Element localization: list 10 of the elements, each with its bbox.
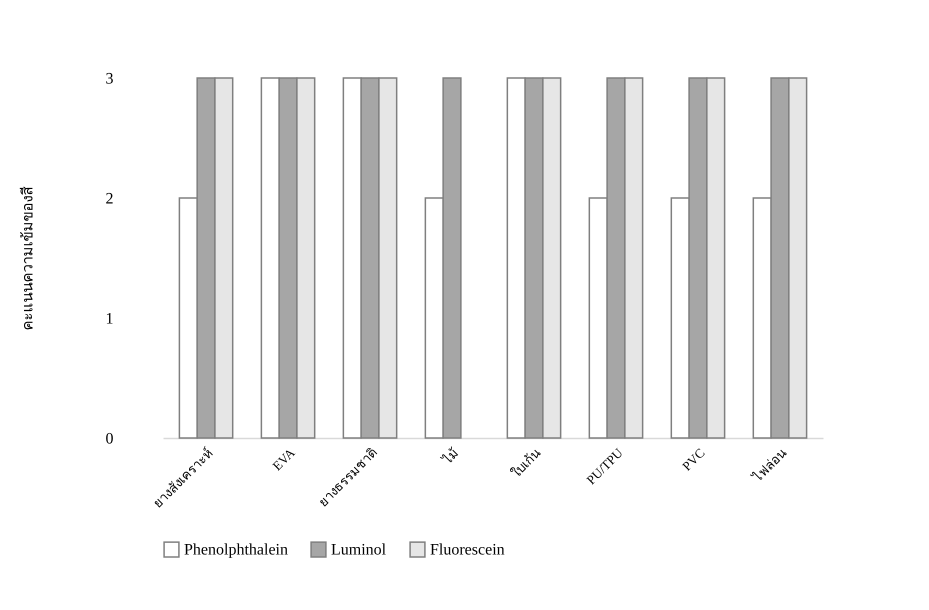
legend-label: Fluorescein xyxy=(430,542,505,559)
y-tick-label: 0 xyxy=(106,430,114,448)
y-tick-label: 1 xyxy=(106,310,114,328)
legend-label: Phenolphthalein xyxy=(184,542,288,559)
legend-label: Luminol xyxy=(331,542,387,559)
y-tick-label: 3 xyxy=(106,70,114,88)
x-tick-label: EVA xyxy=(269,444,298,474)
y-tick-label: 2 xyxy=(106,190,114,208)
y-axis-title: คะแนนความเข้มของสี xyxy=(20,186,36,330)
x-tick-label: ไม้ xyxy=(439,445,462,468)
